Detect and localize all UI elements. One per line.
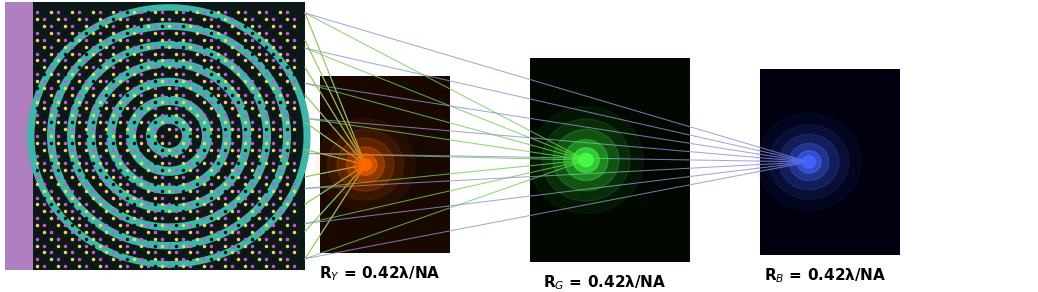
Polygon shape: [86, 59, 251, 213]
Polygon shape: [107, 78, 231, 194]
Circle shape: [564, 140, 608, 180]
Polygon shape: [67, 41, 271, 231]
Circle shape: [778, 134, 839, 190]
Circle shape: [789, 143, 829, 180]
Circle shape: [328, 129, 404, 200]
Circle shape: [797, 151, 821, 173]
Circle shape: [573, 148, 599, 172]
Circle shape: [347, 147, 384, 182]
Circle shape: [354, 154, 377, 175]
Circle shape: [337, 138, 394, 191]
Polygon shape: [27, 4, 310, 267]
Bar: [530, 58, 690, 263]
Text: R$_{G}$ = 0.42λ/NA: R$_{G}$ = 0.42λ/NA: [543, 274, 666, 292]
Polygon shape: [126, 96, 212, 176]
Polygon shape: [47, 22, 291, 249]
Text: R$_{Y}$ = 0.42λ/NA: R$_{Y}$ = 0.42λ/NA: [320, 264, 441, 283]
Circle shape: [802, 156, 816, 168]
Circle shape: [553, 129, 619, 191]
Circle shape: [528, 107, 644, 213]
Text: R$_{B}$ = 0.42λ/NA: R$_{B}$ = 0.42λ/NA: [764, 266, 886, 285]
Circle shape: [317, 119, 415, 211]
Circle shape: [579, 153, 593, 167]
Polygon shape: [146, 114, 192, 157]
Bar: [760, 69, 900, 255]
Circle shape: [359, 159, 372, 171]
Circle shape: [769, 125, 849, 199]
Bar: [5, 2, 33, 270]
Bar: [33, 2, 305, 270]
Bar: [320, 76, 450, 253]
Circle shape: [542, 119, 630, 201]
Circle shape: [757, 114, 861, 210]
